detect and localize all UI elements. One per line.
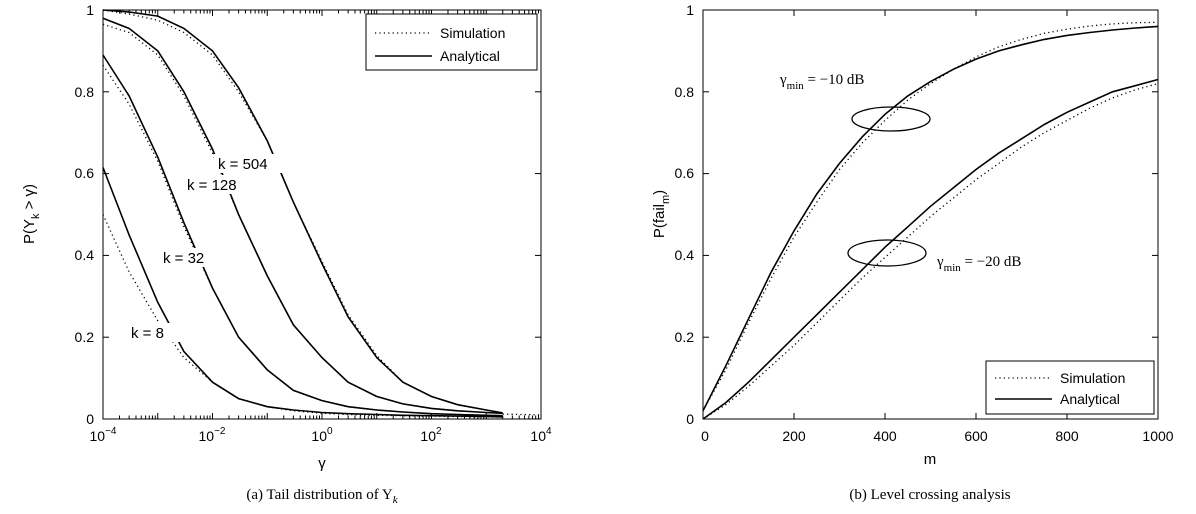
a-caption: (a) Tail distribution of Yk bbox=[246, 487, 398, 506]
a-curves bbox=[102, 9, 542, 418]
b-ytick-label: 0.6 bbox=[675, 165, 695, 181]
b-simulation-line-0 bbox=[702, 21, 1159, 412]
b-plot-frame bbox=[702, 9, 1159, 420]
a-label-bg bbox=[214, 154, 284, 173]
b-annotation-10db: γmin = −10 dB bbox=[779, 72, 864, 92]
b-xtick-label: 400 bbox=[873, 428, 897, 444]
b-xaxis-label: m bbox=[924, 451, 937, 468]
b-ytick-label: 0.4 bbox=[675, 247, 695, 263]
b-legend: Simulation Analytical bbox=[985, 360, 1155, 415]
a-ytick-label: 0 bbox=[86, 411, 94, 427]
a-xtick-label: 100 bbox=[311, 426, 333, 444]
b-ellipse-20db bbox=[847, 239, 927, 267]
b-annotation-20db: γmin = −20 dB bbox=[936, 254, 1021, 274]
a-analytical-line-0 bbox=[102, 167, 503, 418]
a-label-bg bbox=[183, 175, 251, 194]
a-legend: Simulation Analytical bbox=[365, 13, 538, 71]
b-analytical-line-0 bbox=[702, 25, 1159, 412]
b-legend-simulation-label: Simulation bbox=[1060, 370, 1125, 386]
a-analytical-line-1 bbox=[102, 54, 503, 417]
a-curve-label-k32: k = 32 bbox=[163, 250, 204, 267]
a-label-bg bbox=[128, 323, 180, 342]
tail-distribution-chart: 0 0.2 0.4 0.6 0.8 1 10−4 10−2 100 102 10… bbox=[21, 2, 552, 506]
level-crossing-chart: 0 0.2 0.4 0.6 0.8 1 0 200 400 600 800 10… bbox=[651, 2, 1174, 503]
a-analytical-line-3 bbox=[102, 9, 503, 414]
b-ytick-label: 1 bbox=[686, 2, 694, 18]
a-ytick-label: 0.4 bbox=[75, 247, 95, 263]
b-ellipse-10db bbox=[851, 106, 931, 132]
a-curve-label-k504: k = 504 bbox=[218, 156, 268, 173]
a-xtick-label: 104 bbox=[530, 426, 552, 444]
a-simulation-tail bbox=[502, 413, 542, 416]
a-legend-box bbox=[365, 13, 538, 71]
a-simulation-line-1 bbox=[102, 64, 503, 417]
a-yaxis-label: P(Yk > γ) bbox=[21, 184, 42, 244]
a-curve-label-k8: k = 8 bbox=[131, 325, 164, 342]
a-curve-label-k128: k = 128 bbox=[187, 177, 237, 194]
a-xtick-label: 10−2 bbox=[199, 426, 226, 444]
a-ytick-label: 0.8 bbox=[75, 84, 95, 100]
b-xtick-label: 200 bbox=[782, 428, 806, 444]
a-legend-simulation-label: Simulation bbox=[440, 25, 505, 41]
b-xtick-label: 600 bbox=[964, 428, 988, 444]
b-ytick-label: 0.2 bbox=[675, 329, 695, 345]
b-yaxis-label: P(failm) bbox=[651, 190, 672, 238]
b-legend-box bbox=[985, 360, 1155, 415]
a-xtick-label: 102 bbox=[420, 426, 442, 444]
b-analytical-line-1 bbox=[702, 78, 1159, 420]
b-simulation-line-1 bbox=[702, 82, 1159, 420]
a-xtick-label: 10−4 bbox=[90, 426, 117, 444]
a-analytical-line-2 bbox=[102, 17, 503, 415]
b-caption: (b) Level crossing analysis bbox=[849, 487, 1010, 503]
a-simulation-line-2 bbox=[102, 23, 503, 414]
b-ytick-label: 0 bbox=[686, 411, 694, 427]
a-ticks bbox=[102, 9, 542, 420]
b-ticks bbox=[702, 9, 1159, 420]
a-ytick-label: 0.6 bbox=[75, 165, 95, 181]
a-label-bg bbox=[160, 248, 220, 267]
a-ytick-label: 1 bbox=[86, 2, 94, 18]
b-ytick-label: 0.8 bbox=[675, 84, 695, 100]
b-xtick-label: 1000 bbox=[1142, 428, 1173, 444]
b-legend-analytical-label: Analytical bbox=[1060, 391, 1120, 407]
b-xtick-label: 800 bbox=[1055, 428, 1079, 444]
a-legend-analytical-label: Analytical bbox=[440, 48, 500, 64]
b-curves bbox=[702, 21, 1159, 420]
b-xtick-label: 0 bbox=[701, 428, 709, 444]
a-simulation-line-0 bbox=[102, 214, 503, 418]
a-xaxis-label: γ bbox=[318, 455, 326, 472]
a-ytick-label: 0.2 bbox=[75, 329, 95, 345]
